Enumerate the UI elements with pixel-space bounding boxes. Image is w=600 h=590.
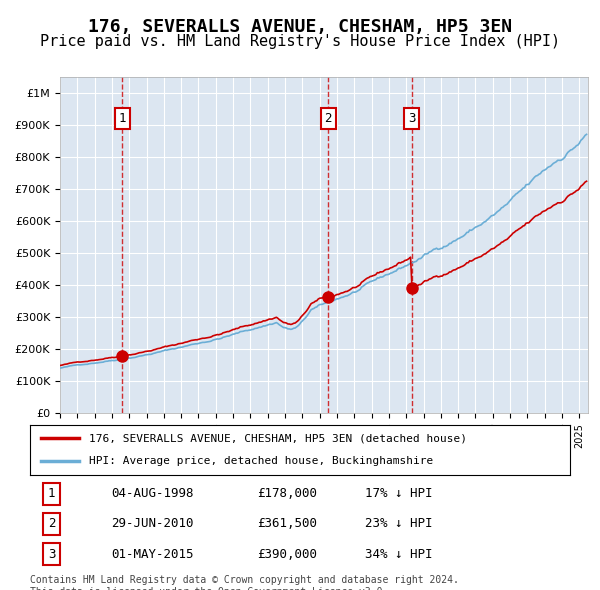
Text: 29-JUN-2010: 29-JUN-2010 xyxy=(111,517,193,530)
Text: 34% ↓ HPI: 34% ↓ HPI xyxy=(365,548,432,560)
Text: £178,000: £178,000 xyxy=(257,487,317,500)
Text: Contains HM Land Registry data © Crown copyright and database right 2024.
This d: Contains HM Land Registry data © Crown c… xyxy=(30,575,459,590)
Text: 2: 2 xyxy=(325,112,332,125)
Text: Price paid vs. HM Land Registry's House Price Index (HPI): Price paid vs. HM Land Registry's House … xyxy=(40,34,560,49)
Text: 17% ↓ HPI: 17% ↓ HPI xyxy=(365,487,432,500)
Text: HPI: Average price, detached house, Buckinghamshire: HPI: Average price, detached house, Buck… xyxy=(89,457,434,467)
Text: £361,500: £361,500 xyxy=(257,517,317,530)
Text: 176, SEVERALLS AVENUE, CHESHAM, HP5 3EN (detached house): 176, SEVERALLS AVENUE, CHESHAM, HP5 3EN … xyxy=(89,433,467,443)
Text: 23% ↓ HPI: 23% ↓ HPI xyxy=(365,517,432,530)
Text: 01-MAY-2015: 01-MAY-2015 xyxy=(111,548,193,560)
Text: 1: 1 xyxy=(48,487,55,500)
Text: 3: 3 xyxy=(48,548,55,560)
Text: £390,000: £390,000 xyxy=(257,548,317,560)
Text: 2: 2 xyxy=(48,517,55,530)
Text: 176, SEVERALLS AVENUE, CHESHAM, HP5 3EN: 176, SEVERALLS AVENUE, CHESHAM, HP5 3EN xyxy=(88,18,512,35)
Text: 04-AUG-1998: 04-AUG-1998 xyxy=(111,487,193,500)
Text: 1: 1 xyxy=(118,112,126,125)
Text: 3: 3 xyxy=(408,112,416,125)
